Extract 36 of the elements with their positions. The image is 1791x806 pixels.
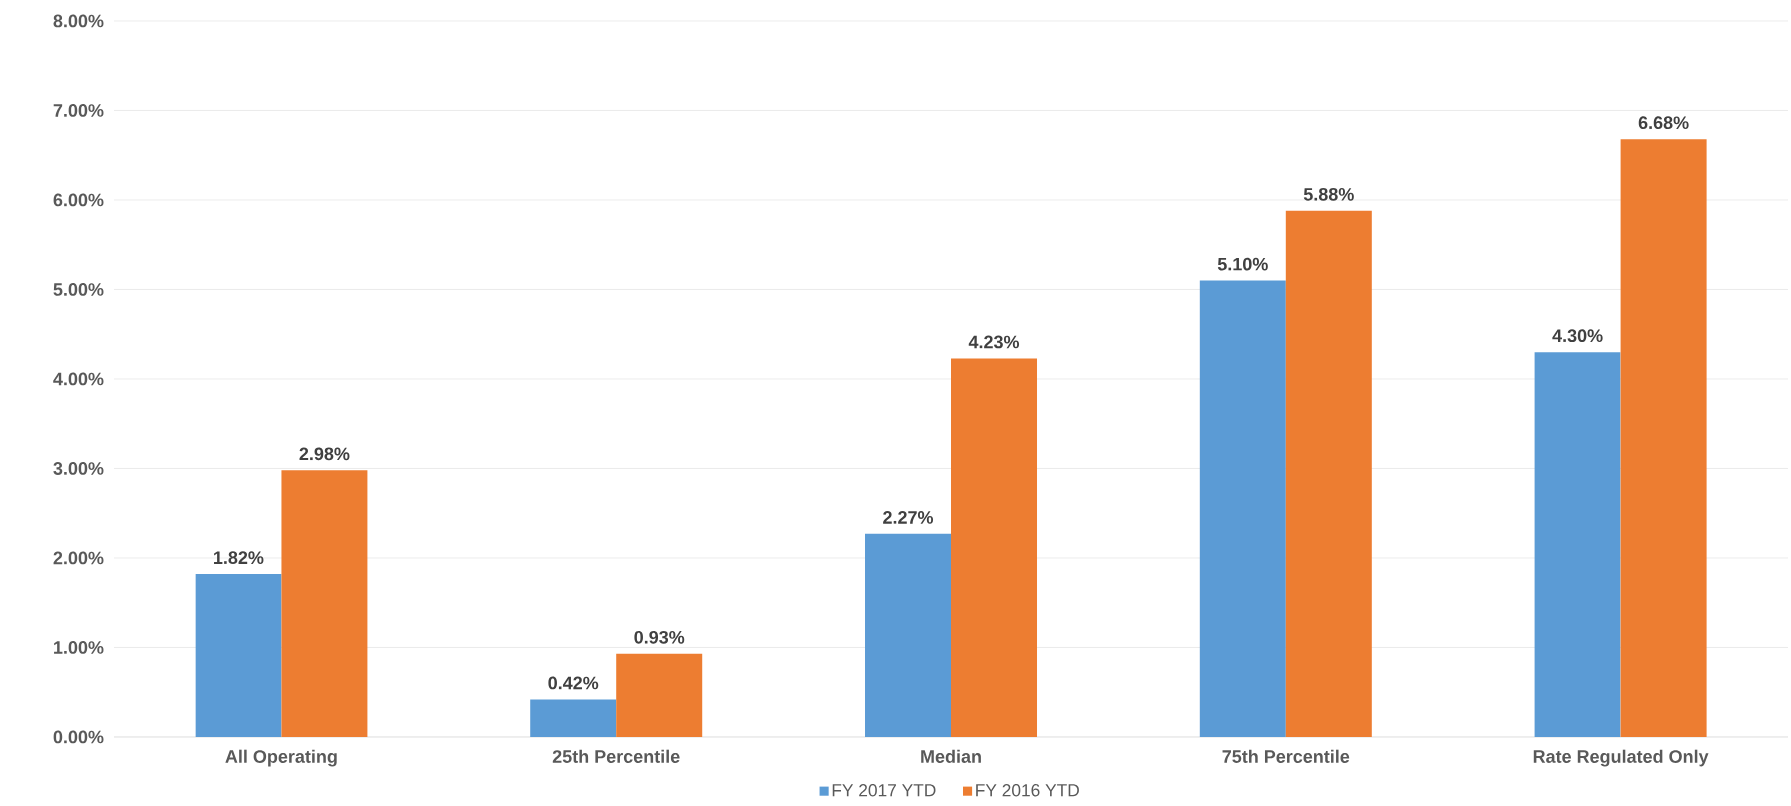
data-label: 0.42% <box>548 676 599 690</box>
bar <box>1199 280 1286 737</box>
y-tick-label: 8.00% <box>53 14 104 28</box>
y-tick-label: 5.00% <box>53 283 104 296</box>
bar <box>616 653 703 737</box>
x-tick-label: 75th Percentile <box>1222 749 1350 763</box>
x-tick-label: Median <box>921 749 981 763</box>
y-tick-label: 6.00% <box>53 193 104 207</box>
legend-label: FY 2016 YTD <box>976 784 1079 797</box>
bar <box>1534 352 1621 737</box>
bar <box>281 470 368 737</box>
y-tick-label: 1.00% <box>54 641 104 654</box>
y-tick-label: 2.00% <box>53 551 104 565</box>
y-tick-label: 0.00% <box>53 730 104 744</box>
data-label: 1.82% <box>214 551 264 565</box>
x-tick-label: Rate Regulated Only <box>1533 749 1709 767</box>
data-label: 5.88% <box>1303 187 1354 201</box>
data-label: 2.27% <box>883 511 934 524</box>
y-tick-label: 3.00% <box>53 462 104 475</box>
data-label: 4.23% <box>968 335 1020 349</box>
bar <box>530 699 617 737</box>
bar <box>1285 210 1372 737</box>
x-tick-label: All Operating <box>225 749 337 767</box>
data-label: 0.93% <box>634 630 685 644</box>
data-label: 6.68% <box>1638 116 1689 130</box>
bar <box>1620 139 1707 737</box>
data-label: 2.98% <box>299 447 350 461</box>
bar <box>865 533 952 737</box>
legend-label: FY 2017 YTD <box>832 784 936 797</box>
data-label: 4.30% <box>1552 329 1603 343</box>
x-tick-label: 25th Percentile <box>552 749 680 763</box>
y-tick-label: 4.00% <box>53 372 104 386</box>
bar <box>951 358 1038 737</box>
data-label: 5.10% <box>1217 257 1268 271</box>
bar <box>195 574 282 737</box>
y-tick-label: 7.00% <box>53 104 104 117</box>
